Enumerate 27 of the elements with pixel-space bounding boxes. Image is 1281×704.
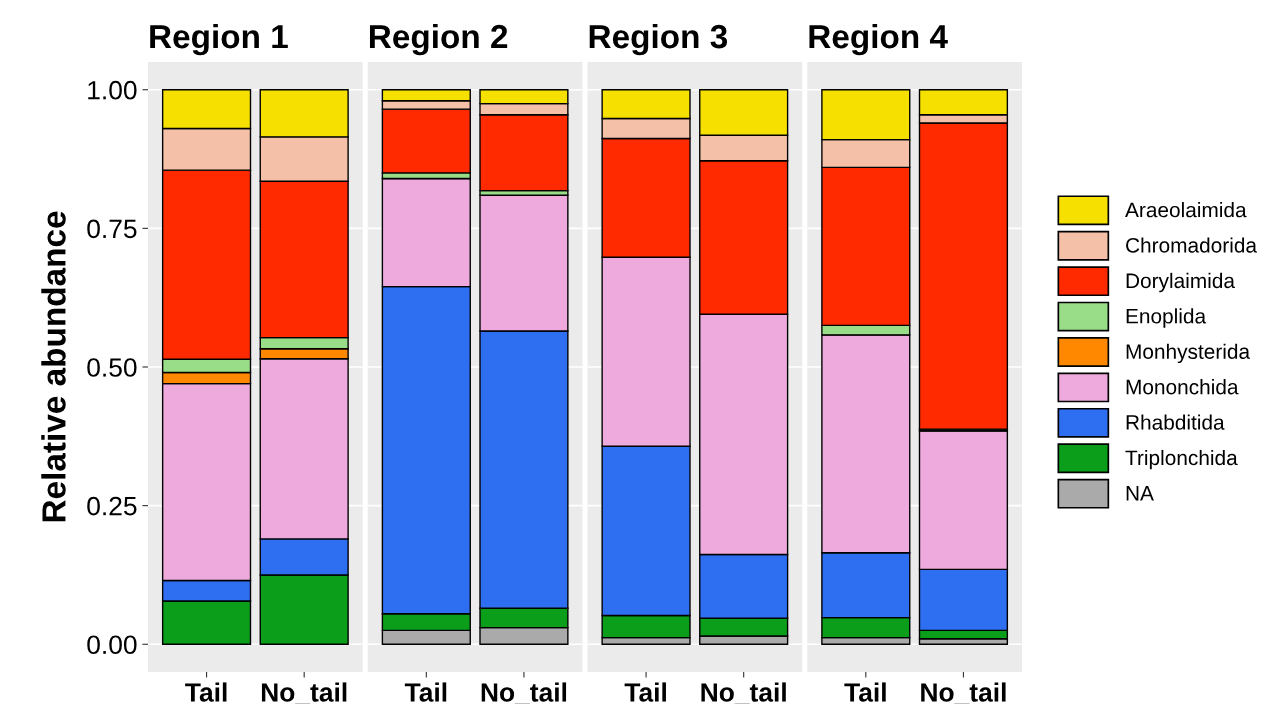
x-tick-label: No_tail: [921, 682, 1006, 704]
y-axis-title: Relative abundance: [41, 211, 66, 522]
y-tick-label: 0.75: [87, 219, 137, 239]
x-tick-label: Tail: [185, 682, 227, 702]
legend-label: Dorylaimida: [1126, 272, 1235, 293]
x-tick-label: No_tail: [701, 682, 786, 704]
legend-label: Monhysterida: [1126, 343, 1251, 364]
x-tick-label: Tail: [404, 682, 447, 702]
x-tick-label: Tail: [844, 682, 886, 702]
y-tick-label: 1.00: [88, 80, 137, 100]
legend-label: Mononchida: [1126, 379, 1239, 395]
x-tick-label: No_tail: [261, 682, 347, 704]
y-tick-label: 0.50: [87, 358, 137, 377]
legend-label: Chromadorida: [1126, 237, 1258, 253]
legend-label: Araeolaimida: [1125, 202, 1247, 218]
legend-label: Enoplida: [1126, 308, 1207, 328]
chart-title: Region 1: [150, 23, 288, 56]
y-tick-label: 0.00: [87, 635, 137, 655]
chart-title: Region 2: [369, 23, 508, 56]
legend-label: NA: [1126, 486, 1154, 501]
chart-title: Region 3: [589, 23, 728, 56]
legend-label: Triplonchida: [1125, 449, 1238, 470]
y-tick-label: 0.25: [87, 496, 137, 516]
legend-label: Rhabditida: [1126, 414, 1225, 430]
chart-title: Region 4: [809, 23, 948, 56]
x-tick-label: No_tail: [481, 682, 567, 704]
x-tick-label: Tail: [624, 682, 666, 702]
